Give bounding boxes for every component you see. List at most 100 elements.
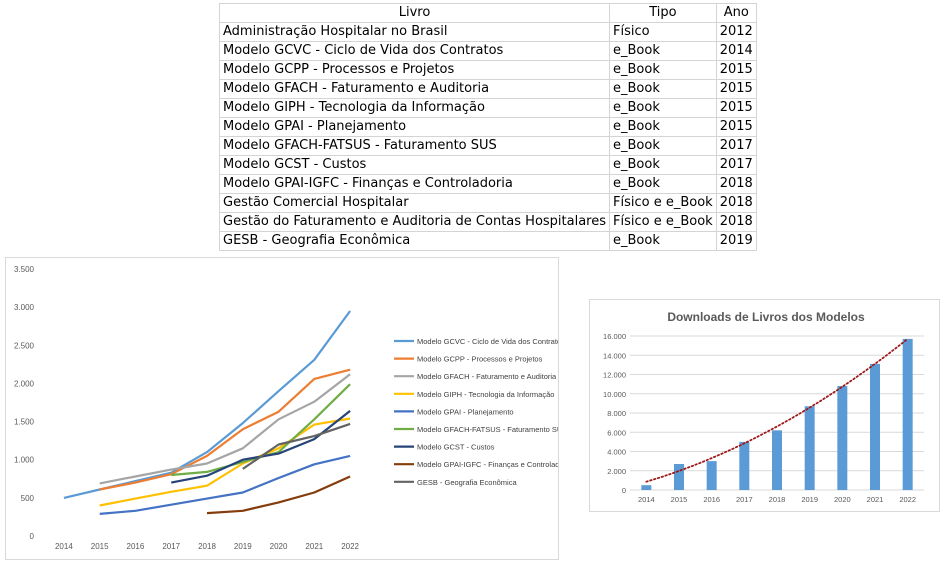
cell-livro: Modelo GCST - Custos (218, 155, 611, 175)
bar-chart-title: Downloads de Livros dos Modelos (667, 310, 865, 324)
cell-livro: Modelo GPAI-IGFC - Finanças e Controlado… (218, 174, 611, 194)
x-tick-label: 2020 (270, 542, 288, 551)
cell-livro: Modelo GFACH-FATSUS - Faturamento SUS (218, 136, 611, 156)
cell-ano: 2017 (715, 155, 757, 175)
cell-tipo: e_Book (609, 79, 717, 99)
line-chart-svg: 0 500 1.000 1.500 2.000 2.500 3.000 3.500 2014 20… (14, 265, 573, 551)
cell-livro: Modelo GCPP - Processos e Projetos (218, 60, 611, 80)
cell-ano: 2015 (715, 117, 757, 137)
y-tick-label: 16.000 (603, 332, 626, 341)
x-tick-label: 2021 (305, 542, 323, 551)
x-tick-label: 2016 (127, 542, 145, 551)
series-line (99, 368, 351, 491)
cell-livro: Modelo GCVC - Ciclo de Vida dos Contrato… (218, 41, 611, 61)
x-tick-label: 2019 (234, 542, 252, 551)
legend-label: Modelo GPAI - Planejamento (417, 407, 514, 416)
header-tipo: Tipo (609, 3, 717, 23)
x-tick-label: 2014 (638, 495, 655, 504)
cell-tipo: e_Book (609, 174, 717, 194)
legend-label: GESB - Geografia Econômica (417, 478, 517, 487)
bar (641, 485, 652, 490)
x-tick-label: 2017 (162, 542, 180, 551)
legend-label: Modelo GCST - Custos (417, 443, 495, 452)
table-row: Modelo GIPH - Tecnologia da Informação e_… (218, 98, 757, 118)
table-row: Modelo GCPP - Processos e Projetos e_Book… (218, 60, 757, 80)
cell-tipo: Físico e e_Book (609, 212, 717, 232)
y-tick-label: 0 (622, 486, 626, 495)
y-tick-label: 10.000 (603, 390, 626, 399)
cell-tipo: e_Book (609, 136, 717, 156)
cell-ano: 2015 (715, 98, 757, 118)
y-tick-label: 3.000 (14, 303, 35, 312)
x-tick-label: 2016 (703, 495, 720, 504)
y-tick-label: 4.000 (607, 448, 626, 457)
series-line (242, 422, 351, 470)
series-line (99, 454, 351, 515)
cell-tipo: e_Book (609, 155, 717, 175)
bar (739, 441, 750, 490)
table-row: Modelo GCVC - Ciclo de Vida dos Contrato… (218, 41, 757, 61)
table-row: GESB - Geografia Econômica e_Book 2019 (218, 231, 757, 251)
books-table: Livro Tipo Ano Administração Hospitalar … (218, 3, 757, 251)
bar (706, 461, 717, 490)
bar-chart: Downloads de Livros dos Modelos 0 2.000 4.0… (589, 299, 940, 512)
x-tick-label: 2019 (801, 495, 818, 504)
cell-ano: 2015 (715, 79, 757, 99)
cell-ano: 2017 (715, 136, 757, 156)
bar-chart-svg: Downloads de Livros dos Modelos 0 2.000 4.0… (603, 310, 924, 504)
cell-ano: 2019 (715, 231, 757, 251)
cell-tipo: Físico (609, 22, 717, 42)
x-tick-label: 2018 (769, 495, 786, 504)
table-row: Modelo GPAI-IGFC - Finanças e Controlado… (218, 174, 757, 194)
cell-tipo: Físico e e_Book (609, 193, 717, 213)
bar (772, 430, 782, 490)
cell-livro: Modelo GPAI - Planejamento (218, 117, 611, 137)
table-row: Administração Hospitalar no Brasil Físico… (218, 22, 757, 42)
table-row: Modelo GPAI - Planejamento e_Book 2015 (218, 117, 757, 137)
x-tick-label: 2022 (341, 542, 359, 551)
y-tick-label: 12.000 (603, 371, 626, 380)
cell-livro: Gestão Comercial Hospitalar (218, 193, 611, 213)
y-tick-label: 2.000 (607, 467, 626, 476)
cell-livro: Administração Hospitalar no Brasil (218, 22, 611, 42)
cell-ano: 2018 (715, 193, 757, 213)
y-tick-label: 2.500 (14, 341, 35, 350)
x-tick-label: 2022 (899, 495, 916, 504)
cell-livro: Gestão do Faturamento e Auditoria de Con… (218, 212, 611, 232)
bar (837, 386, 848, 490)
table-row: Gestão Comercial Hospitalar Físico e e_Bo… (218, 193, 757, 213)
x-tick-label: 2015 (91, 542, 109, 551)
legend-label: Modelo GFACH - Faturamento e Auditoria (417, 372, 557, 381)
x-tick-label: 2021 (867, 495, 884, 504)
cell-livro: GESB - Geografia Econômica (218, 231, 611, 251)
table-row: Gestão do Faturamento e Auditoria de Con… (218, 212, 757, 232)
header-livro: Livro (218, 3, 611, 23)
y-tick-label: 2.000 (14, 379, 35, 388)
cell-livro: Modelo GIPH - Tecnologia da Informação (218, 98, 611, 118)
legend-label: Modelo GCPP - Processos e Projetos (417, 355, 543, 364)
legend-label: Modelo GFACH-FATSUS - Faturamento SUS (417, 425, 558, 434)
legend-label: Modelo GPAI-IGFC - Finanças e Controlado… (417, 460, 558, 469)
cell-ano: 2018 (715, 212, 757, 232)
table-header-row: Livro Tipo Ano (218, 3, 757, 23)
legend-label: Modelo GCVC - Ciclo de Vida dos Contrato… (417, 337, 558, 346)
table-row: Modelo GFACH-FATSUS - Faturamento SUS e_B… (218, 136, 757, 156)
table-row: Modelo GFACH - Faturamento e Auditoria e_… (218, 79, 757, 99)
y-tick-label: 8.000 (607, 409, 626, 418)
bar (804, 406, 815, 490)
y-tick-label: 6.000 (607, 428, 626, 437)
x-tick-label: 2020 (834, 495, 851, 504)
y-tick-label: 500 (21, 494, 35, 503)
bar (902, 338, 913, 490)
x-tick-label: 2017 (736, 495, 753, 504)
bar (870, 363, 880, 490)
cell-livro: Modelo GFACH - Faturamento e Auditoria (218, 79, 611, 99)
x-tick-label: 2014 (55, 542, 73, 551)
x-tick-label: 2015 (671, 495, 688, 504)
table-row: Modelo GCST - Custos e_Book 2017 (218, 155, 757, 175)
table-body: Administração Hospitalar no Brasil Físico… (218, 22, 757, 251)
cell-tipo: e_Book (609, 60, 717, 80)
y-tick-label: 1.500 (14, 418, 35, 427)
y-tick-label: 0 (30, 532, 35, 541)
y-tick-label: 3.500 (14, 265, 35, 274)
